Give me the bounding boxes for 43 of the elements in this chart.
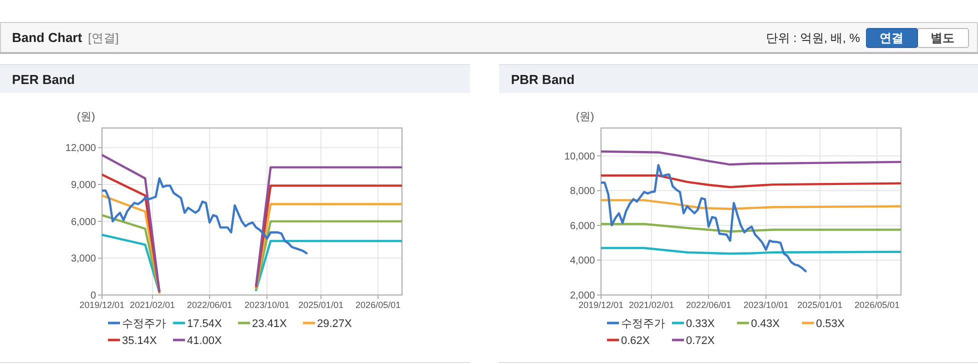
legend-label: 0.62X — [621, 335, 650, 347]
legend-label: 0.33X — [686, 318, 716, 330]
legend-label: 41.00X — [187, 335, 223, 347]
text: 별도 — [930, 31, 954, 45]
x-tick-label: 2025/01/01 — [797, 300, 842, 310]
x-tick-label: 2022/06/01 — [187, 300, 232, 310]
y-tick-label: 8,000 — [570, 186, 596, 198]
x-tick-label: 2026/05/01 — [854, 300, 900, 310]
legend-label: 17.54X — [187, 318, 223, 330]
legend-label: 35.14X — [122, 335, 158, 347]
y-tick-label: 12,000 — [65, 143, 96, 154]
text: 단위 : 억원, 배, % — [766, 31, 860, 45]
legend-label: 23.41X — [252, 318, 288, 330]
text: [연결] — [88, 31, 119, 45]
y-tick-label: 0 — [90, 290, 96, 302]
y-axis-title: (원) — [76, 111, 96, 123]
x-tick-label: 2025/01/01 — [298, 300, 344, 310]
y-axis-title: (원) — [576, 111, 594, 123]
legend-label: 0.53X — [816, 318, 846, 330]
legend-label: 수정주가 — [621, 318, 665, 330]
chart-title: PER Band — [12, 72, 75, 87]
y-tick-label: 3,000 — [70, 254, 96, 265]
chart-title: PBR Band — [511, 72, 575, 87]
x-tick-label: 2026/05/01 — [356, 300, 401, 310]
y-tick-label: 10,000 — [564, 151, 596, 162]
x-tick-label: 2023/10/01 — [244, 300, 290, 310]
y-tick-label: 6,000 — [70, 216, 96, 228]
x-tick-label: 2019/12/01 — [578, 300, 624, 310]
text: 연결 — [880, 31, 904, 45]
x-tick-label: 2021/02/01 — [628, 300, 674, 310]
legend-label: 0.72X — [686, 335, 716, 347]
y-tick-label: 6,000 — [570, 220, 596, 232]
x-tick-label: 2022/06/01 — [686, 300, 732, 310]
text: Band Chart — [12, 30, 83, 45]
x-tick-label: 2021/02/01 — [130, 300, 175, 310]
legend-label: 0.43X — [751, 318, 780, 330]
y-tick-label: 2,000 — [570, 290, 596, 302]
legend-label: 수정주가 — [122, 318, 166, 330]
x-tick-label: 2023/10/01 — [743, 300, 788, 310]
y-tick-label: 4,000 — [570, 256, 596, 267]
y-tick-label: 9,000 — [70, 180, 96, 191]
legend-label: 29.27X — [317, 318, 353, 330]
x-tick-label: 2019/12/01 — [79, 300, 125, 310]
